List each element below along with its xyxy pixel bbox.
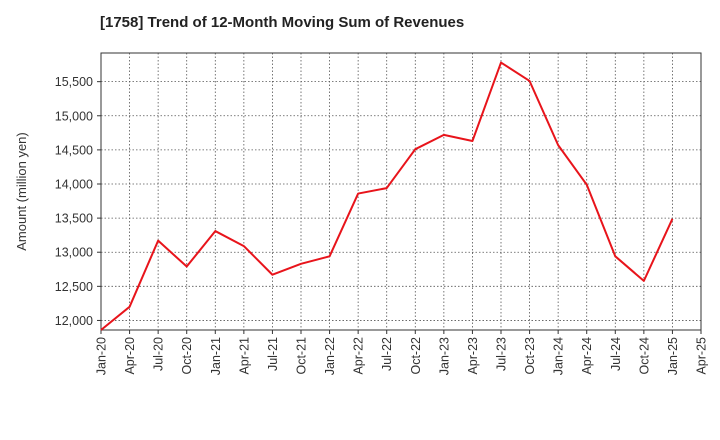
y-tick-label: 14,500: [55, 143, 93, 157]
x-tick-label: Jan-21: [209, 337, 223, 375]
x-tick-label: Apr-21: [237, 337, 251, 375]
x-tick-label: Jul-23: [495, 337, 509, 371]
x-tick-label: Jul-20: [152, 337, 166, 371]
x-tick-label: Jul-21: [266, 337, 280, 371]
x-tick-label: Jul-24: [609, 337, 623, 371]
y-tick-label: 12,500: [55, 280, 93, 294]
y-tick-label: 13,000: [55, 246, 93, 260]
x-tick-label: Oct-21: [295, 337, 309, 375]
x-tick-label: Jul-22: [380, 337, 394, 371]
grid-lines: [101, 53, 701, 330]
x-tick-label: Jan-20: [95, 337, 109, 375]
revenue-series-line: [100, 61, 674, 331]
y-tick-label: 12,000: [55, 314, 93, 328]
y-tick-label: 15,000: [55, 109, 93, 123]
x-tick-label: Apr-20: [123, 337, 137, 375]
y-tick-label: 15,500: [55, 75, 93, 89]
x-tick-label: Jan-23: [437, 337, 451, 375]
x-tick-label: Jan-24: [552, 337, 566, 375]
x-tick-label: Apr-24: [580, 337, 594, 375]
axes: [97, 52, 702, 334]
plot-area-frame: [100, 52, 702, 331]
x-tick-label: Oct-22: [409, 337, 423, 375]
y-tick-label: 14,000: [55, 177, 93, 191]
y-tick-labels: 12,000 12,500 13,000 13,500 14,000 14,500 15,0…: [55, 75, 93, 328]
x-tick-labels: Jan-20 Apr-20 Jul-20 Oct-20 Jan-21 Apr-21 Jul-…: [95, 337, 709, 375]
chart-title: [1758] Trend of 12-Month Moving Sum of R…: [100, 14, 465, 31]
x-tick-label: Apr-23: [466, 337, 480, 375]
x-tick-label: Oct-23: [523, 337, 537, 375]
x-tick-label: Apr-22: [352, 337, 366, 375]
y-tick-label: 13,500: [55, 212, 93, 226]
x-tick-label: Apr-25: [695, 337, 709, 375]
x-tick-label: Oct-20: [180, 337, 194, 375]
x-tick-label: Oct-24: [637, 337, 651, 375]
x-tick-label: Jan-25: [666, 337, 680, 375]
series-lines: [100, 61, 674, 331]
x-tick-label: Jan-22: [323, 337, 337, 375]
